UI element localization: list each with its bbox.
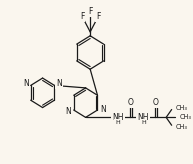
Text: O: O <box>152 98 158 107</box>
Text: NH: NH <box>138 113 149 122</box>
Text: N: N <box>23 79 29 88</box>
Text: N: N <box>56 79 62 88</box>
Text: CH₃: CH₃ <box>175 105 187 111</box>
Text: N: N <box>65 106 71 115</box>
Text: F: F <box>88 7 92 16</box>
Text: O: O <box>128 98 133 107</box>
Text: CH₃: CH₃ <box>175 124 187 130</box>
Text: H: H <box>115 120 120 125</box>
Text: H: H <box>141 120 146 125</box>
Text: F: F <box>80 12 84 21</box>
Text: N: N <box>100 104 106 113</box>
Text: NH: NH <box>112 113 123 122</box>
Text: CH₃: CH₃ <box>180 114 192 120</box>
Text: F: F <box>96 12 101 21</box>
